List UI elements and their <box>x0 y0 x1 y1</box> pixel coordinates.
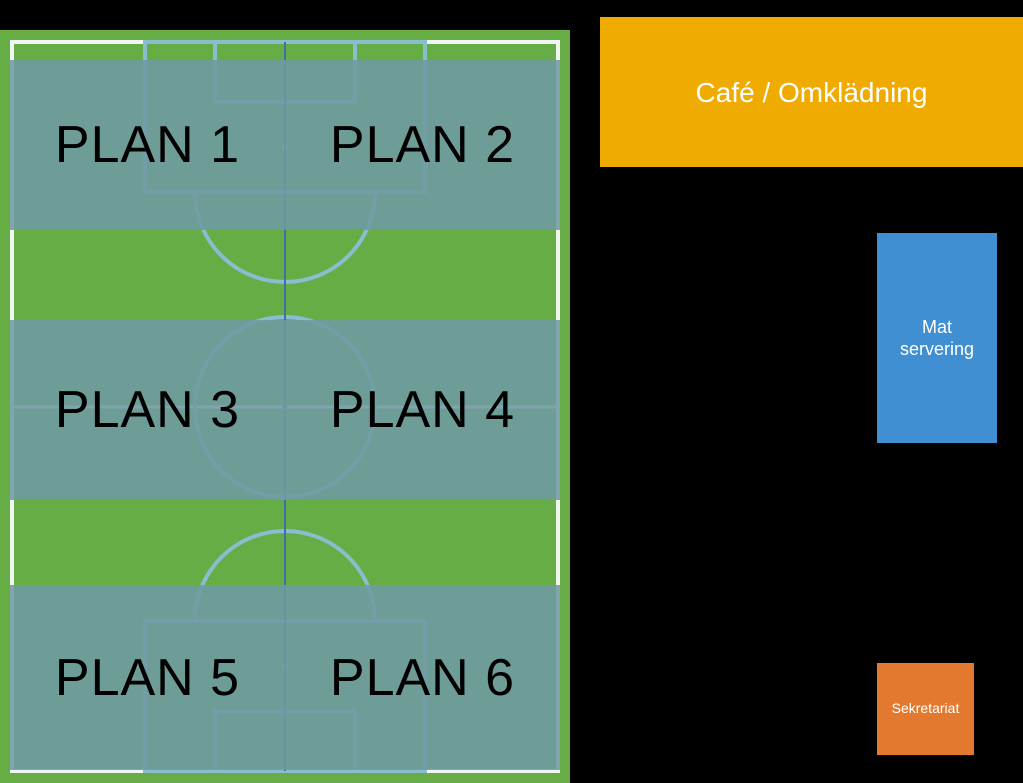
mat-box: Mat servering <box>877 233 997 443</box>
plan-cell: PLAN 4 <box>285 320 560 500</box>
plan-label: PLAN 6 <box>330 648 515 708</box>
plan-row-1: PLAN 1 PLAN 2 <box>10 60 560 230</box>
plan-label: PLAN 4 <box>330 380 515 440</box>
sekretariat-label: Sekretariat <box>892 700 960 718</box>
plan-label: PLAN 5 <box>55 648 240 708</box>
plan-label: PLAN 2 <box>330 115 515 175</box>
plan-cell: PLAN 1 <box>10 60 285 230</box>
plan-cell: PLAN 5 <box>10 585 285 770</box>
layout-diagram: PLAN 1 PLAN 2 PLAN 3 PLAN 4 PLAN 5 PLAN 6 Caf… <box>0 0 1023 783</box>
plan-cell: PLAN 2 <box>285 60 560 230</box>
plan-cell: PLAN 3 <box>10 320 285 500</box>
plan-row-3: PLAN 5 PLAN 6 <box>10 585 560 770</box>
cafe-box: Café / Omklädning <box>600 17 1023 167</box>
plan-row-2: PLAN 3 PLAN 4 <box>10 320 560 500</box>
plan-label: PLAN 1 <box>55 115 240 175</box>
plan-cell: PLAN 6 <box>285 585 560 770</box>
sekretariat-box: Sekretariat <box>877 663 974 755</box>
plan-label: PLAN 3 <box>55 380 240 440</box>
mat-label: Mat servering <box>900 316 974 361</box>
cafe-label: Café / Omklädning <box>696 75 928 110</box>
